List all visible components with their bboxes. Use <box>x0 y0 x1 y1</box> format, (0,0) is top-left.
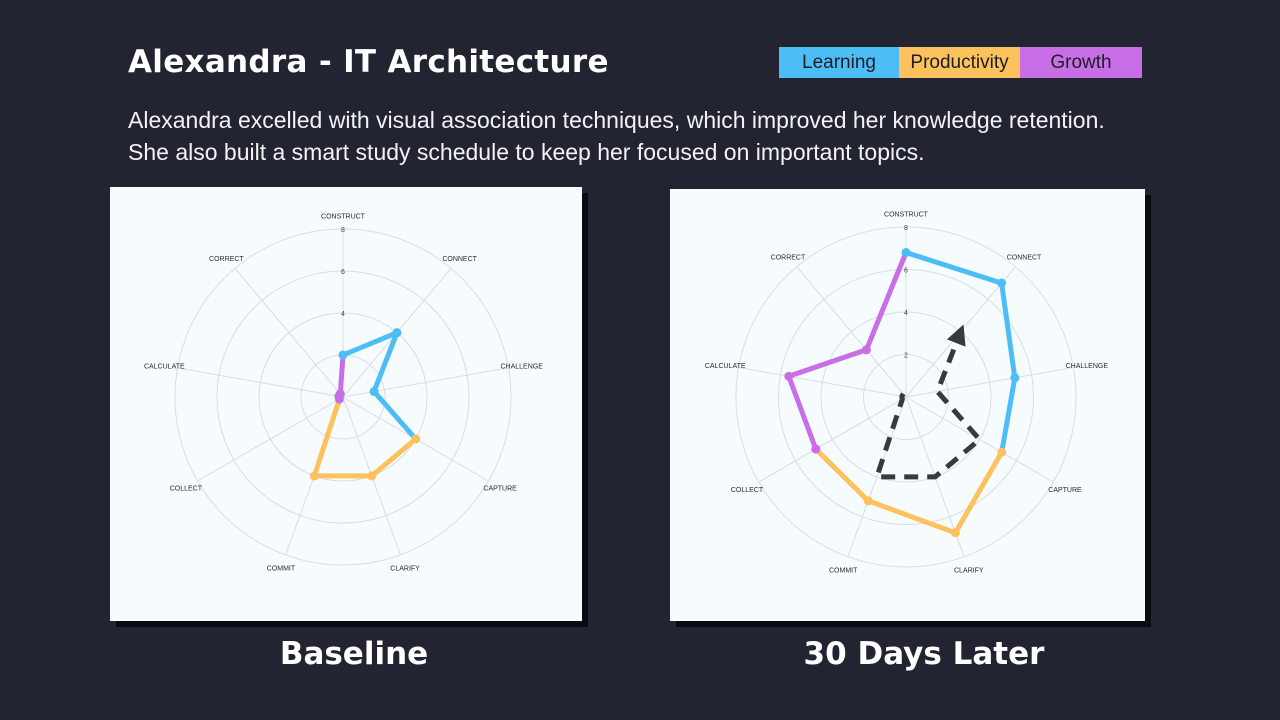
axis-label: CHALLENGE <box>500 363 543 370</box>
later-radar-chart: 2 4 6 8 CONSTRUCT CONNECT CHALLENGE CAPTURE CLAR… <box>705 211 1109 575</box>
axis-label: COMMIT <box>829 568 858 575</box>
later-chart-panel: 2 4 6 8 CONSTRUCT CONNECT CHALLENGE CAPTURE CLAR… <box>670 189 1145 621</box>
tick-label: 4 <box>904 310 908 317</box>
axis-label: CONSTRUCT <box>321 214 366 221</box>
data-point-commit <box>863 496 873 506</box>
baseline-chart-panel: 2468CONSTRUCTCONNECTCHALLENGECAPTURECLAR… <box>110 187 582 621</box>
axis-label: CHALLENGE <box>1066 363 1109 370</box>
legend-productivity: Productivity <box>899 47 1020 78</box>
data-point-collect <box>811 444 821 454</box>
axis-label: CALCULATE <box>705 363 746 370</box>
baseline-overlay-line <box>874 324 983 480</box>
data-point-connect <box>997 278 1007 288</box>
axis-spoke <box>197 396 344 482</box>
baseline-caption: Baseline <box>279 636 429 672</box>
legend: Learning Productivity Growth <box>779 47 1142 78</box>
axis-label: CALCULATE <box>144 363 185 370</box>
series-line-growth <box>786 250 909 452</box>
data-point-capture <box>997 447 1007 457</box>
tick-label: 8 <box>904 225 908 232</box>
data-point-clarify <box>367 471 377 481</box>
axis-label: CAPTURE <box>483 486 517 493</box>
legend-learning: Learning <box>779 47 899 78</box>
axis-label: COLLECT <box>170 486 203 493</box>
description: Alexandra excelled with visual associati… <box>128 107 1105 165</box>
axis-label: CAPTURE <box>1048 487 1082 494</box>
axis-spoke <box>738 366 907 398</box>
later-caption: 30 Days Later <box>803 636 1045 672</box>
series-line-productivity <box>311 396 419 479</box>
tick-label: 8 <box>341 227 345 234</box>
axis-label: CONNECT <box>442 256 477 263</box>
axis-label: COMMIT <box>267 565 296 572</box>
axis-spoke <box>342 367 509 398</box>
axis-label: CLARIFY <box>390 565 420 572</box>
data-point-correct <box>861 345 871 355</box>
data-point-correct <box>335 389 345 399</box>
tick-label: 2 <box>904 353 908 360</box>
axis-label: CONNECT <box>1007 254 1042 261</box>
axis-spoke <box>905 396 1054 483</box>
page-title: Alexandra - IT Architecture <box>128 44 609 80</box>
axis-spoke <box>758 396 907 483</box>
data-point-construct <box>901 248 911 257</box>
baseline-radar-chart: 2468CONSTRUCTCONNECTCHALLENGECAPTURECLAR… <box>144 214 543 573</box>
series-line-productivity <box>813 446 1005 536</box>
data-point-calculate <box>784 371 794 381</box>
axis-label: COLLECT <box>731 487 764 494</box>
axis-label: CORRECT <box>771 254 806 261</box>
tick-label: 6 <box>341 269 345 276</box>
axis-label: CLARIFY <box>954 568 984 575</box>
axis-label: CORRECT <box>209 256 244 263</box>
axis-spoke <box>234 267 344 398</box>
data-point-challenge <box>369 387 379 397</box>
data-point-capture <box>411 434 421 444</box>
series-line-learning <box>903 250 1018 455</box>
axis-spoke <box>796 266 907 398</box>
data-point-commit <box>309 471 319 481</box>
tick-label: 4 <box>341 311 345 318</box>
data-point-challenge <box>1010 373 1020 383</box>
axis-spoke <box>177 367 344 398</box>
data-point-construct <box>338 350 348 360</box>
series-line-learning <box>340 330 419 442</box>
data-point-connect <box>392 328 402 338</box>
axis-spoke <box>905 366 1074 398</box>
legend-growth: Growth <box>1020 47 1142 78</box>
data-point-clarify <box>950 528 960 538</box>
tick-label: 6 <box>904 268 908 275</box>
axis-label: CONSTRUCT <box>884 211 929 218</box>
